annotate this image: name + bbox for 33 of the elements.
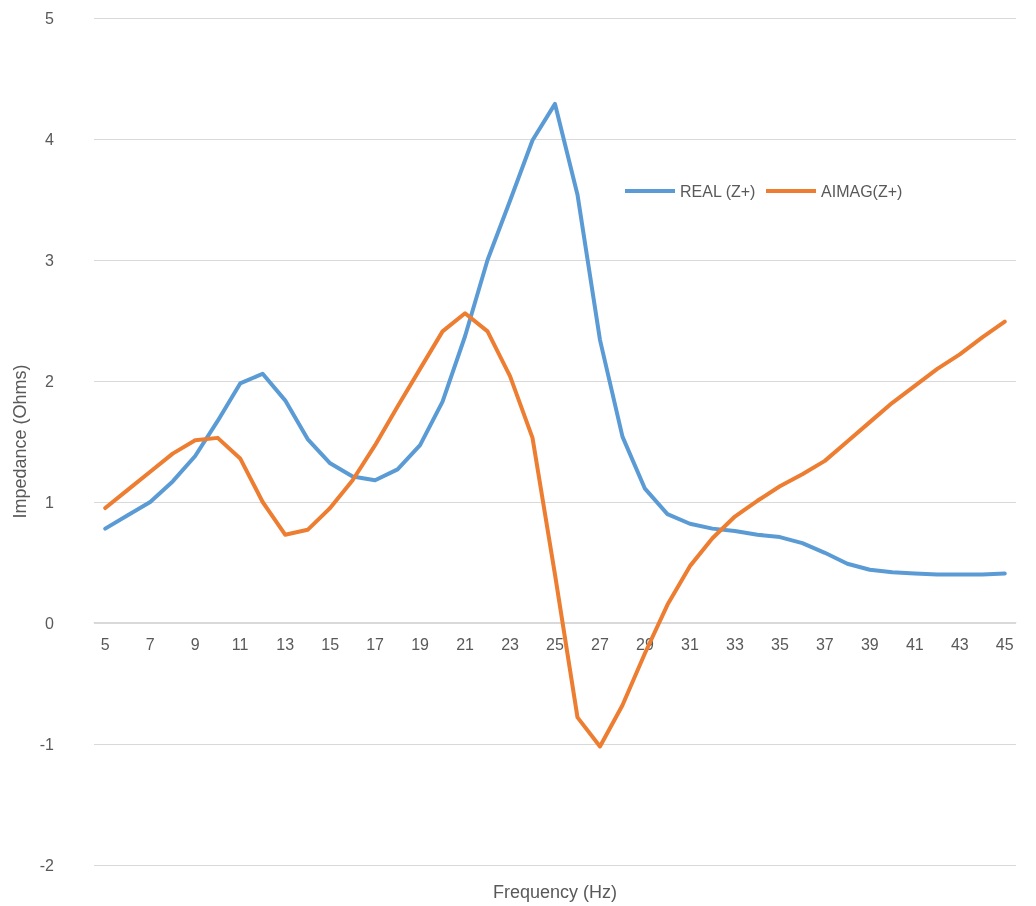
y-tick-label: 1 [45,493,55,511]
x-tick-label: 43 [950,635,969,653]
x-axis-title: Frequency (Hz) [492,882,618,902]
x-tick-label: 39 [860,635,879,653]
legend-label: REAL (Z+) [680,182,756,200]
x-tick-label: 21 [456,635,475,653]
y-axis-title: Impedance (Ohms) [9,364,30,519]
x-tick-label: 35 [770,635,789,653]
y-tick-label: 0 [45,614,55,632]
y-tick-label: -2 [39,856,55,874]
x-tick-label: 31 [681,635,699,653]
line-series [103,101,1007,577]
x-tick-label: 7 [145,635,155,653]
x-tick-label: 27 [591,635,609,653]
x-tick-label: 23 [501,635,520,653]
x-tick-label: 15 [321,635,340,653]
x-tick-label: 11 [231,635,249,653]
x-tick-label: 17 [366,635,385,653]
x-tick-label: 33 [726,635,744,653]
x-tick-label: 9 [190,635,200,653]
x-tick-label: 45 [995,635,1014,653]
x-tick-label: 5 [100,635,110,653]
x-tick-label: 13 [276,635,295,653]
y-tick-label: 5 [45,9,55,27]
legend-label: AIMAG(Z+) [821,182,903,200]
x-tick-label: 25 [546,635,564,653]
x-tick-label: 41 [905,635,924,653]
y-tick-label: 3 [45,251,55,269]
y-tick-label: 2 [45,372,55,390]
x-tick-label: 37 [815,635,834,653]
y-tick-label: 4 [45,130,55,148]
y-tick-label: -1 [39,735,55,753]
x-tick-label: 19 [411,635,430,653]
